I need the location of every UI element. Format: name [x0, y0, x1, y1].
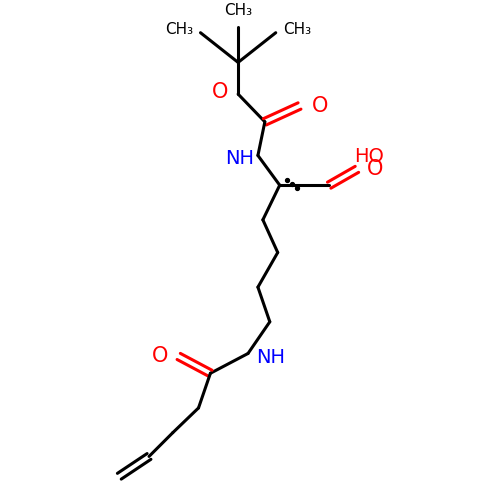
Text: CH₃: CH₃	[224, 3, 252, 18]
Text: NH: NH	[225, 149, 254, 168]
Text: O: O	[212, 82, 228, 102]
Text: O: O	[367, 160, 383, 180]
Text: CH₃: CH₃	[166, 22, 194, 37]
Text: HO: HO	[354, 147, 384, 166]
Text: O: O	[152, 346, 168, 366]
Text: NH: NH	[256, 348, 285, 367]
Text: O: O	[312, 96, 328, 116]
Text: CH₃: CH₃	[282, 22, 311, 37]
